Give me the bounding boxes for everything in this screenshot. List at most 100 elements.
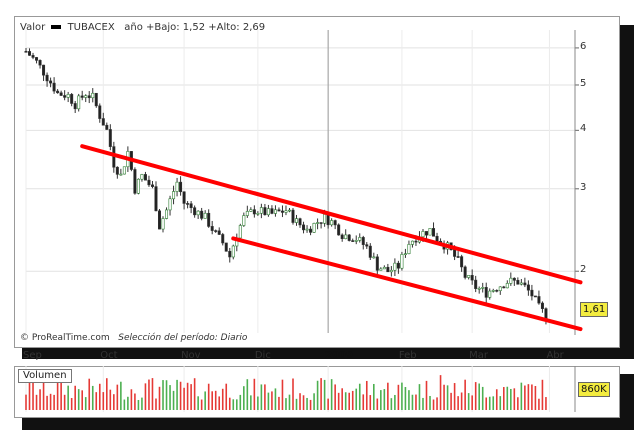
candle-body	[316, 222, 320, 224]
candle-body	[277, 209, 281, 212]
candle-body	[340, 234, 344, 240]
last-price-badge: 1,61	[580, 302, 609, 317]
candle-body	[516, 280, 520, 285]
candle-body	[108, 129, 112, 147]
candle-body	[179, 181, 183, 193]
candle-body	[161, 218, 165, 230]
candle-body	[182, 191, 186, 204]
range-info: año +Bajo: 1,52 +Alto: 2,69	[124, 22, 266, 33]
candle-body	[372, 256, 376, 259]
candle-body	[280, 210, 284, 213]
candle-body	[91, 92, 95, 99]
candle-body	[358, 237, 362, 241]
candle-body	[266, 208, 270, 216]
last-volume-badge: 860K	[578, 382, 610, 397]
candle-body	[175, 181, 179, 192]
candle-body	[400, 254, 404, 269]
candle-body	[287, 209, 291, 212]
valor-label: Valor	[20, 22, 46, 33]
candle-body	[386, 266, 390, 273]
price-chart-panel	[14, 16, 620, 348]
candle-body	[165, 209, 169, 219]
candle-body	[382, 266, 386, 270]
candle-body	[470, 275, 474, 281]
candle-body	[140, 174, 144, 180]
candle-body	[389, 269, 393, 273]
candle-body	[84, 95, 88, 98]
candle-body	[45, 74, 49, 82]
candle-body	[189, 203, 193, 209]
candle-body	[407, 244, 411, 254]
candle-body	[193, 207, 197, 216]
candle-body	[435, 235, 439, 242]
candle-body	[59, 92, 63, 96]
candle-body	[323, 214, 327, 224]
candle-body	[143, 174, 147, 181]
candle-body	[119, 173, 123, 176]
x-tick-label: Oct	[100, 350, 118, 361]
candle-body	[252, 209, 256, 215]
candle-body	[393, 262, 397, 271]
candle-body	[245, 211, 249, 216]
candle-body	[249, 209, 253, 212]
volume-legend: Volumen	[18, 369, 72, 383]
candle-body	[98, 105, 102, 119]
candle-body	[186, 203, 190, 205]
candle-body	[87, 95, 91, 99]
candle-body	[330, 220, 334, 226]
candle-body	[238, 225, 242, 239]
chart-header: Valor TUBACEX año +Bajo: 1,52 +Alto: 2,6…	[20, 22, 265, 33]
candle-body	[319, 222, 323, 224]
candle-body	[484, 287, 488, 298]
x-tick-label: Mar	[469, 350, 489, 361]
candle-body	[305, 228, 309, 231]
candle-body	[228, 250, 232, 258]
candle-body	[424, 231, 428, 236]
y-tick-label: 6	[580, 40, 587, 52]
candle-body	[379, 268, 383, 271]
candle-body	[509, 277, 513, 284]
candle-body	[217, 230, 221, 235]
candle-body	[168, 198, 172, 211]
candle-body	[295, 218, 299, 223]
candle-body	[270, 208, 274, 214]
candle-body	[365, 244, 369, 247]
candle-body	[221, 234, 225, 244]
candle-body	[456, 256, 460, 258]
candle-body	[463, 266, 467, 278]
candle-body	[196, 210, 200, 216]
candle-body	[136, 178, 140, 194]
candle-body	[526, 284, 530, 291]
candle-body	[224, 242, 228, 252]
candle-body	[133, 169, 137, 194]
candle-body	[453, 249, 457, 257]
candle-body	[150, 184, 154, 187]
candle-body	[512, 277, 516, 281]
candle-body	[361, 237, 365, 245]
candle-body	[200, 210, 204, 219]
candle-body	[540, 302, 544, 309]
candle-body	[38, 60, 42, 66]
candle-body	[122, 166, 126, 175]
candle-body	[66, 94, 70, 98]
x-tick-label: Sep	[23, 350, 42, 361]
candle-body	[351, 240, 355, 242]
candle-body	[498, 286, 502, 291]
period-label: Selección del período: Diario	[118, 333, 248, 343]
x-tick-label: 2009	[325, 350, 353, 361]
candle-body	[410, 240, 414, 245]
x-tick-label: Abr	[546, 350, 564, 361]
candle-body	[347, 234, 351, 241]
candle-body	[291, 209, 295, 223]
candle-body	[396, 262, 400, 269]
candle-body	[368, 245, 372, 258]
candle-body	[210, 226, 214, 231]
x-tick-label: Feb	[398, 350, 417, 361]
chart-footer: © ProRealTime.com Selección del período:…	[20, 333, 247, 343]
candle-body	[52, 82, 56, 92]
candle-body	[477, 287, 481, 290]
candle-body	[94, 92, 98, 107]
candle-body	[488, 290, 492, 298]
candle-body	[273, 209, 277, 214]
candle-body	[421, 231, 425, 238]
